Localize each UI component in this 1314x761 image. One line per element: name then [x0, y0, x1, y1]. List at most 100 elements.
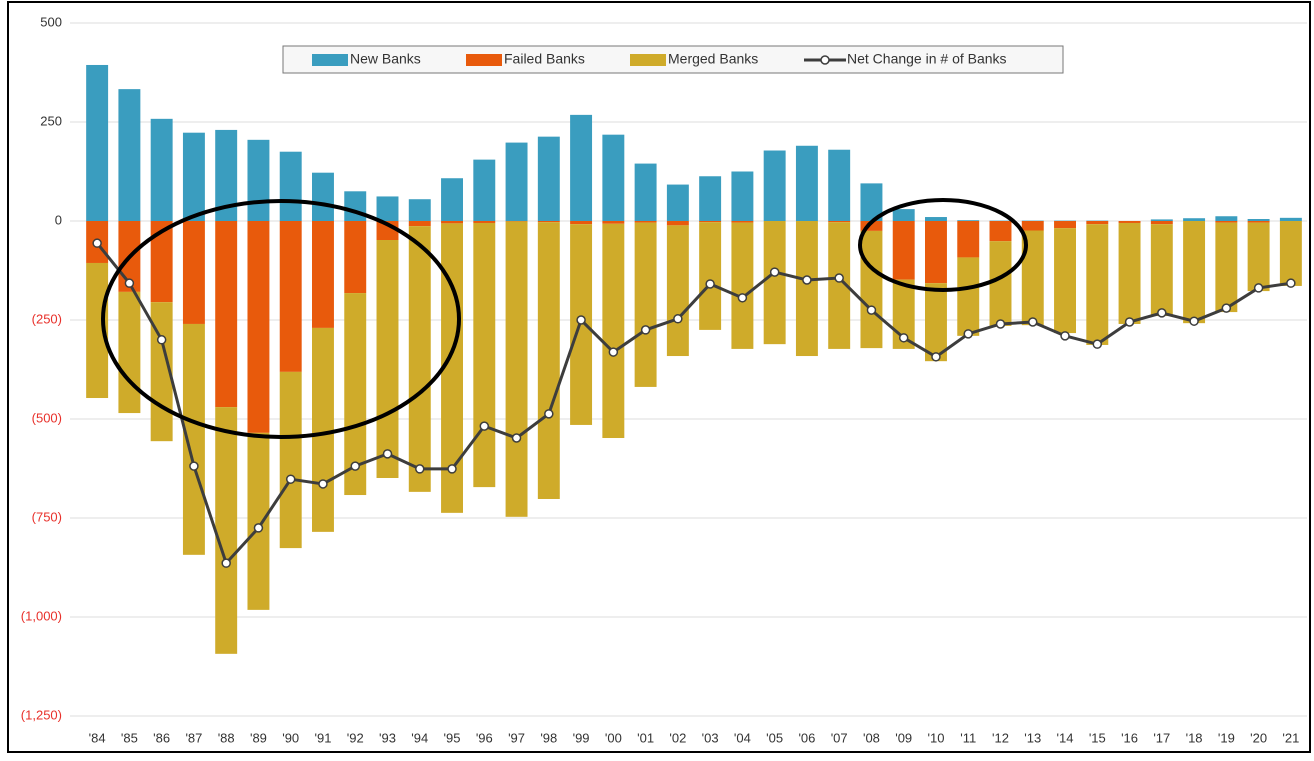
bar	[183, 221, 205, 324]
line-marker	[513, 434, 521, 442]
bar	[377, 196, 399, 221]
y-tick-label: 250	[40, 113, 62, 128]
bar	[796, 221, 818, 356]
bar	[441, 221, 463, 223]
bar	[118, 89, 140, 221]
bar	[925, 221, 947, 283]
legend-swatch	[466, 54, 502, 66]
bar	[377, 240, 399, 478]
bar	[957, 257, 979, 335]
bar	[86, 65, 108, 221]
y-tick-label: 500	[40, 14, 62, 29]
x-tick-label: '97	[508, 730, 525, 745]
bar	[1119, 223, 1141, 324]
line-marker	[1029, 318, 1037, 326]
x-tick-label: '12	[992, 730, 1009, 745]
bar	[312, 328, 334, 532]
bar	[699, 221, 721, 222]
bar	[538, 222, 560, 499]
bar	[247, 221, 269, 433]
x-tick-label: '16	[1121, 730, 1138, 745]
x-tick-label: '18	[1186, 730, 1203, 745]
line-marker	[448, 465, 456, 473]
bar	[312, 221, 334, 328]
bar	[957, 221, 979, 257]
bar	[1086, 224, 1108, 345]
line-marker	[771, 268, 779, 276]
bar	[667, 221, 689, 225]
line-marker	[609, 348, 617, 356]
bar	[280, 221, 302, 372]
x-tick-label: '14	[1057, 730, 1074, 745]
bar	[506, 221, 528, 516]
bar	[1215, 223, 1237, 312]
line-marker	[545, 410, 553, 418]
legend-label: Net Change in # of Banks	[847, 51, 1007, 67]
bar	[925, 283, 947, 361]
line-marker	[287, 475, 295, 483]
bar	[667, 185, 689, 221]
bar	[247, 140, 269, 221]
x-tick-label: '13	[1024, 730, 1041, 745]
x-tick-label: '17	[1153, 730, 1170, 745]
x-tick-label: '02	[669, 730, 686, 745]
bar	[731, 172, 753, 222]
x-tick-label: '96	[476, 730, 493, 745]
x-tick-label: '06	[798, 730, 815, 745]
legend-swatch	[821, 56, 829, 64]
bar	[860, 231, 882, 348]
x-tick-label: '05	[766, 730, 783, 745]
x-tick-label: '00	[605, 730, 622, 745]
x-tick-label: '89	[250, 730, 267, 745]
bar	[312, 173, 334, 221]
line-marker	[158, 336, 166, 344]
x-tick-label: '11	[960, 730, 976, 745]
bar	[699, 176, 721, 221]
line-marker	[1126, 318, 1134, 326]
bar	[473, 160, 495, 221]
bar	[570, 221, 592, 224]
bar	[796, 146, 818, 221]
bar	[280, 152, 302, 221]
bar	[151, 119, 173, 221]
bar	[635, 221, 657, 223]
x-tick-label: '19	[1218, 730, 1235, 745]
line-marker	[1158, 309, 1166, 317]
x-tick-label: '92	[347, 730, 364, 745]
x-tick-label: '01	[637, 730, 654, 745]
bar	[925, 217, 947, 221]
y-tick-label: (250)	[32, 311, 62, 326]
line-marker	[577, 316, 585, 324]
x-tick-label: '08	[863, 730, 880, 745]
line	[97, 243, 1291, 563]
line-marker	[1061, 332, 1069, 340]
line-marker	[803, 276, 811, 284]
bar	[893, 221, 915, 280]
bar	[957, 220, 979, 221]
bar	[731, 223, 753, 349]
bar	[570, 115, 592, 221]
bar	[1215, 221, 1237, 223]
line-marker	[1287, 279, 1295, 287]
line-marker	[125, 279, 133, 287]
bar	[118, 292, 140, 413]
bar	[247, 433, 269, 610]
x-tick-label: '94	[411, 730, 428, 745]
x-tick-label: '03	[702, 730, 719, 745]
bar	[538, 137, 560, 221]
bar	[215, 221, 237, 407]
line-marker	[1093, 340, 1101, 348]
bar	[473, 223, 495, 487]
bar	[409, 199, 431, 221]
bar	[602, 224, 624, 438]
bar	[1248, 223, 1270, 292]
bar	[1151, 224, 1173, 316]
bar	[538, 221, 560, 222]
line-marker	[254, 524, 262, 532]
bar	[731, 221, 753, 223]
x-tick-label: '87	[185, 730, 202, 745]
x-tick-label: '95	[444, 730, 461, 745]
legend-swatch	[630, 54, 666, 66]
line-marker	[1255, 284, 1263, 292]
